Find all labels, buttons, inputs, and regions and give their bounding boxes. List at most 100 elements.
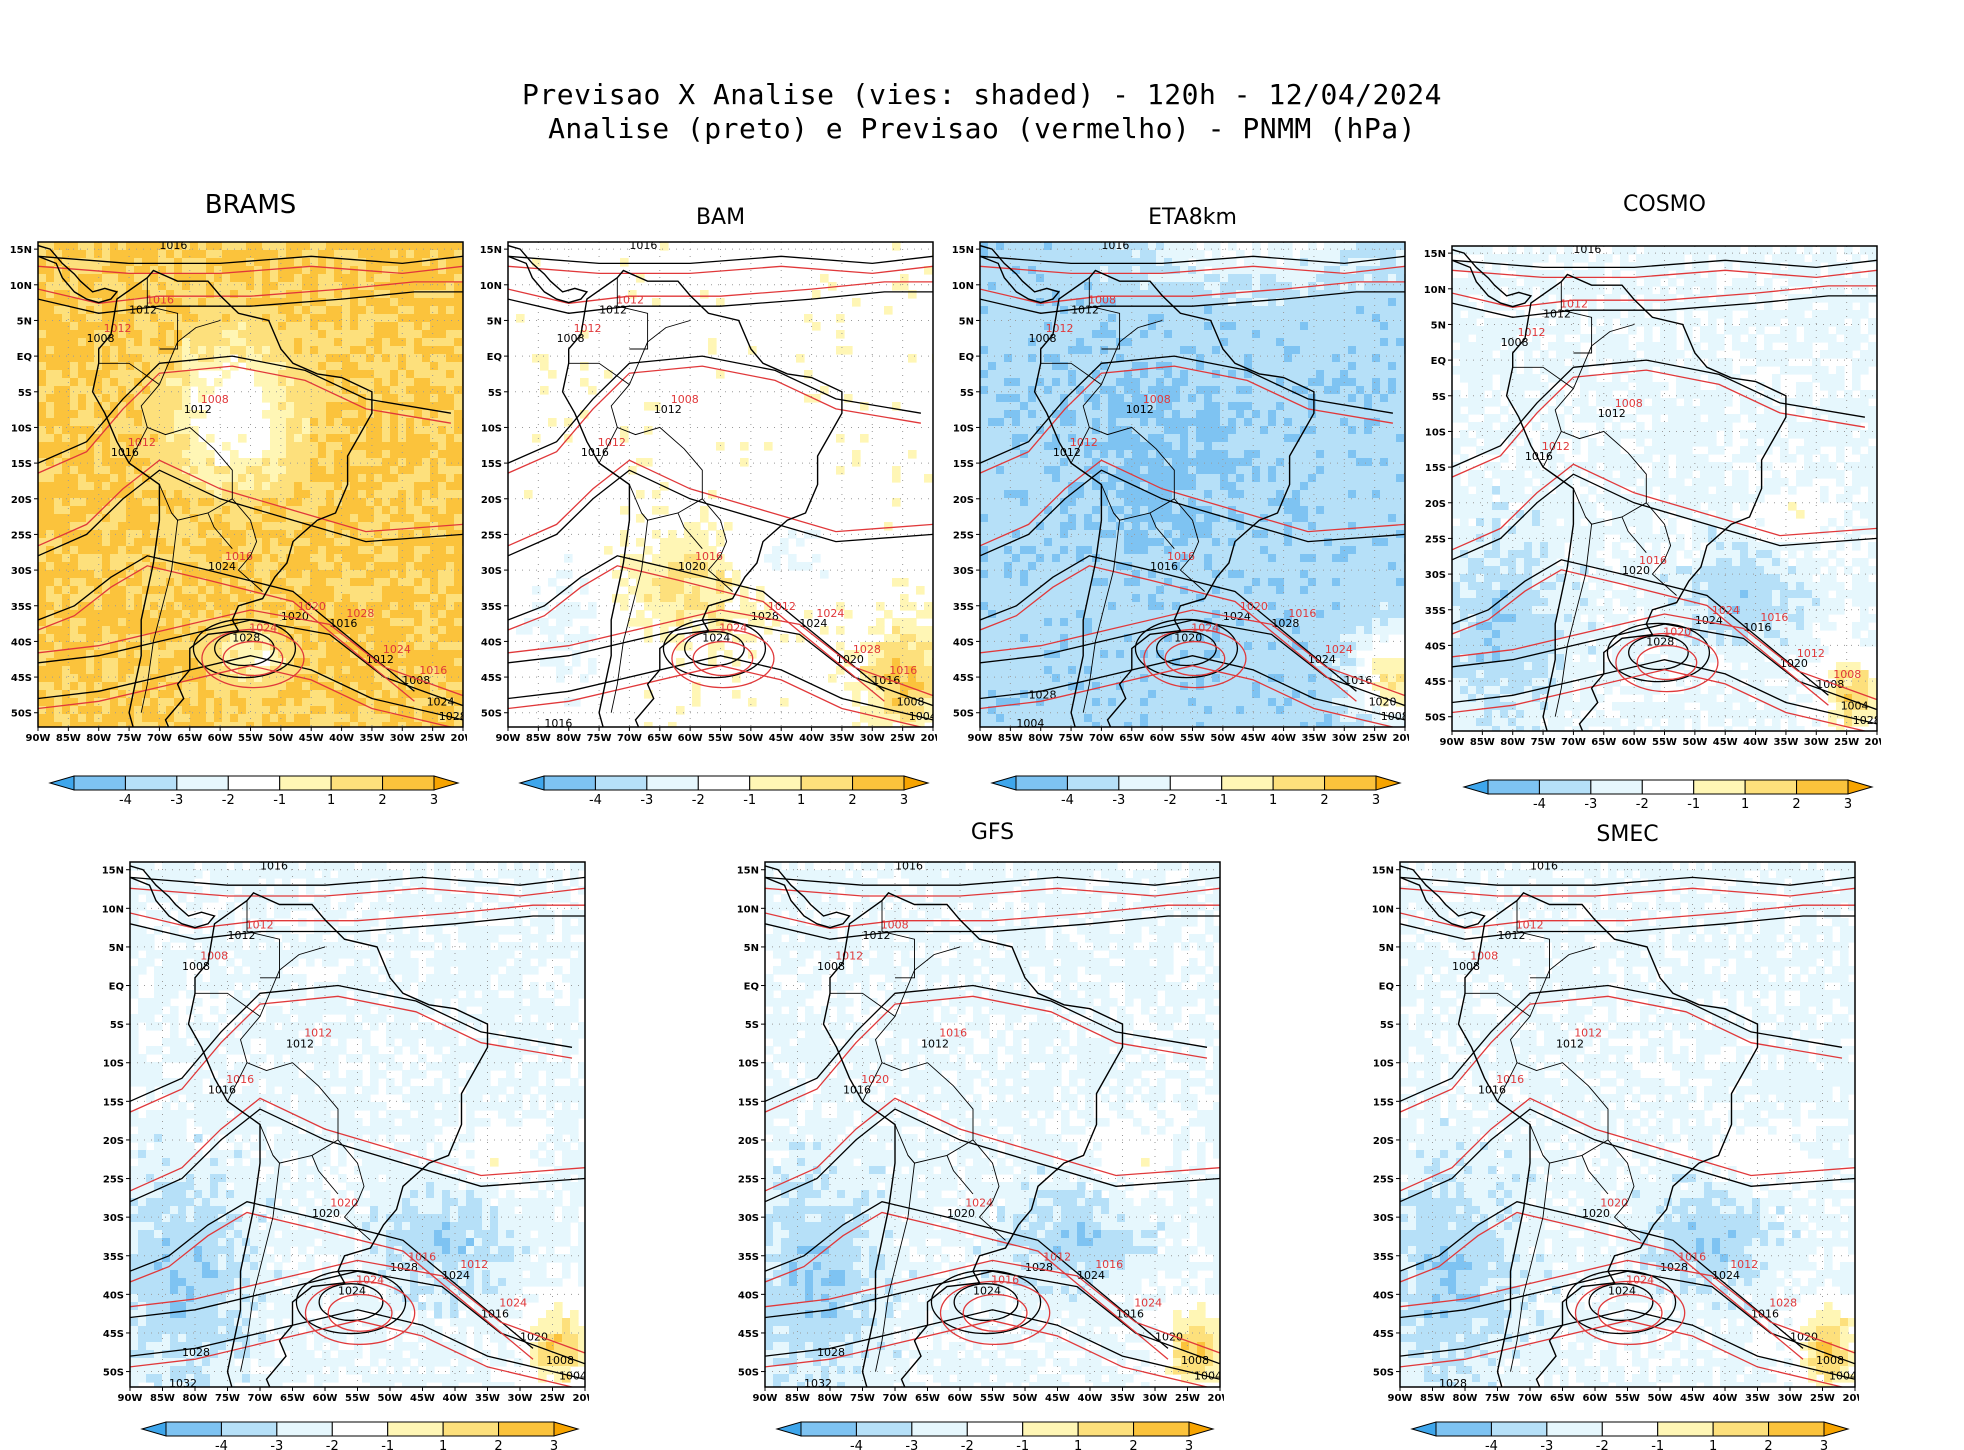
colorbar-label: -2	[222, 793, 235, 804]
isobar-label: 1020	[1369, 696, 1397, 709]
isobar-label: 1012	[1043, 1250, 1071, 1263]
colorbar-segment	[967, 1422, 1022, 1436]
lat-tick-label: EQ	[1431, 356, 1446, 367]
colorbar-label: 3	[1820, 1439, 1828, 1450]
lon-tick-label: 55W	[345, 1393, 370, 1404]
isobar-label: 1008	[1088, 293, 1116, 306]
lon-tick-label: 30W	[860, 733, 885, 744]
isobar-label: 1028	[1029, 688, 1057, 701]
colorbar-label: 1	[439, 1439, 447, 1450]
isobar-label: 1032	[169, 1377, 197, 1390]
colorbar-extend-low	[50, 776, 74, 790]
isobar-label: 1016	[1344, 674, 1372, 687]
pressure-map: 1016101210081012101610201024102810241016…	[727, 860, 1224, 1407]
isobar-label: 1016	[939, 1026, 967, 1039]
lon-tick-label: 85W	[526, 733, 551, 744]
colorbar-label: 2	[1764, 1439, 1772, 1450]
lat-tick-label: 20S	[953, 495, 974, 506]
colorbar-segment	[698, 776, 749, 790]
colorbar-segment	[1769, 1422, 1824, 1436]
lat-tick-label: 35S	[11, 602, 32, 613]
colorbar-segment	[1658, 1422, 1713, 1436]
bias-shading	[130, 862, 587, 1391]
colorbar-label: 3	[900, 793, 908, 804]
lat-tick-label: 40S	[103, 1290, 124, 1301]
lat-tick-label: 5N	[1431, 320, 1446, 331]
colorbar-label: -3	[1584, 797, 1597, 808]
isobar-label: 1012	[1518, 326, 1546, 339]
lat-tick-label: 35S	[103, 1252, 124, 1263]
pressure-map: 1016101210081012101610201024102810241020…	[470, 240, 937, 747]
lat-tick-label: 30S	[481, 566, 502, 577]
lon-tick-label: 35W	[359, 733, 384, 744]
lat-tick-label: 35S	[481, 602, 502, 613]
lon-tick-label: 20W	[1208, 1393, 1224, 1404]
lon-tick-label: 40W	[1743, 737, 1768, 748]
lat-tick-label: 10S	[11, 423, 32, 434]
lat-tick-label: 15N	[10, 245, 32, 256]
colorbar-segment	[1642, 780, 1693, 794]
lat-tick-label: 5S	[488, 388, 502, 399]
colorbar-segment	[1713, 1422, 1768, 1436]
lat-tick-label: 5S	[110, 1020, 124, 1031]
lat-tick-label: 5S	[1432, 392, 1446, 403]
lon-tick-label: 20W	[921, 733, 937, 744]
panel-title: SMEC	[1400, 822, 1855, 847]
lat-tick-label: 15N	[480, 245, 502, 256]
colorbar-extend-high	[904, 776, 928, 790]
lon-tick-label: 70W	[248, 1393, 273, 1404]
colorbar-segment	[750, 776, 801, 790]
isobar-label: 1016	[1167, 550, 1195, 563]
lat-tick-label: 5N	[487, 316, 502, 327]
bias-shading	[980, 242, 1409, 731]
lon-tick-label: 30W	[1804, 737, 1829, 748]
lat-tick-label: 5N	[744, 943, 759, 954]
lat-tick-label: 20S	[738, 1136, 759, 1147]
lon-tick-label: 90W	[753, 1393, 778, 1404]
colorbar-segment	[1694, 780, 1745, 794]
lat-tick-label: 45S	[1425, 677, 1446, 688]
forecast-isobar	[508, 266, 933, 273]
colorbar-segment	[1134, 1422, 1189, 1436]
lon-tick-label: 40W	[1713, 1393, 1738, 1404]
lon-tick-label: 80W	[556, 733, 581, 744]
colorbar-segment	[1436, 1422, 1491, 1436]
colorbar-extend-low	[992, 776, 1016, 790]
colorbar-label: -3	[1540, 1439, 1553, 1450]
colorbar-segment	[388, 1422, 443, 1436]
lon-tick-label: 55W	[1652, 737, 1677, 748]
panel-title: BRAMS	[38, 190, 463, 220]
isobar-label: 1024	[356, 1274, 384, 1287]
isobar-label: 1020	[861, 1073, 889, 1086]
colorbar-segment	[1273, 776, 1324, 790]
colorbar-label: 1	[1074, 1439, 1082, 1450]
lon-tick-label: 90W	[968, 733, 993, 744]
colorbar-label: -4	[215, 1439, 228, 1450]
lon-tick-label: 30W	[390, 733, 415, 744]
isobar-label: 1016	[991, 1274, 1019, 1287]
colorbar-label: -3	[640, 793, 653, 804]
lon-tick-label: 65W	[1119, 733, 1144, 744]
lat-tick-label: 5S	[960, 388, 974, 399]
lon-tick-label: 80W	[1453, 1393, 1478, 1404]
lon-tick-label: 90W	[1440, 737, 1465, 748]
colorbar-label: -4	[850, 1439, 863, 1450]
lat-tick-label: 25S	[1373, 1175, 1394, 1186]
lon-tick-label: 85W	[150, 1393, 175, 1404]
lat-tick-label: 45S	[481, 673, 502, 684]
lat-tick-label: 10N	[1424, 285, 1446, 296]
lon-tick-label: 60W	[208, 733, 233, 744]
isobar-label: 1028	[853, 643, 881, 656]
colorbar-label: -1	[1215, 793, 1228, 804]
colorbar-segment	[1797, 780, 1848, 794]
pressure-map: 1016101210081012101610201024102810241016…	[1362, 860, 1859, 1407]
lon-tick-label: 85W	[1420, 1393, 1445, 1404]
pressure-map: 1016101210081012101210161020102410281024…	[942, 240, 1409, 747]
isobar-label: 1020	[1790, 1331, 1818, 1344]
colorbar-label: 2	[378, 793, 386, 804]
colorbar-label: 1	[1709, 1439, 1717, 1450]
central-america-coast	[508, 246, 587, 303]
lat-tick-label: 5N	[17, 316, 32, 327]
lon-tick-label: 80W	[1500, 737, 1525, 748]
